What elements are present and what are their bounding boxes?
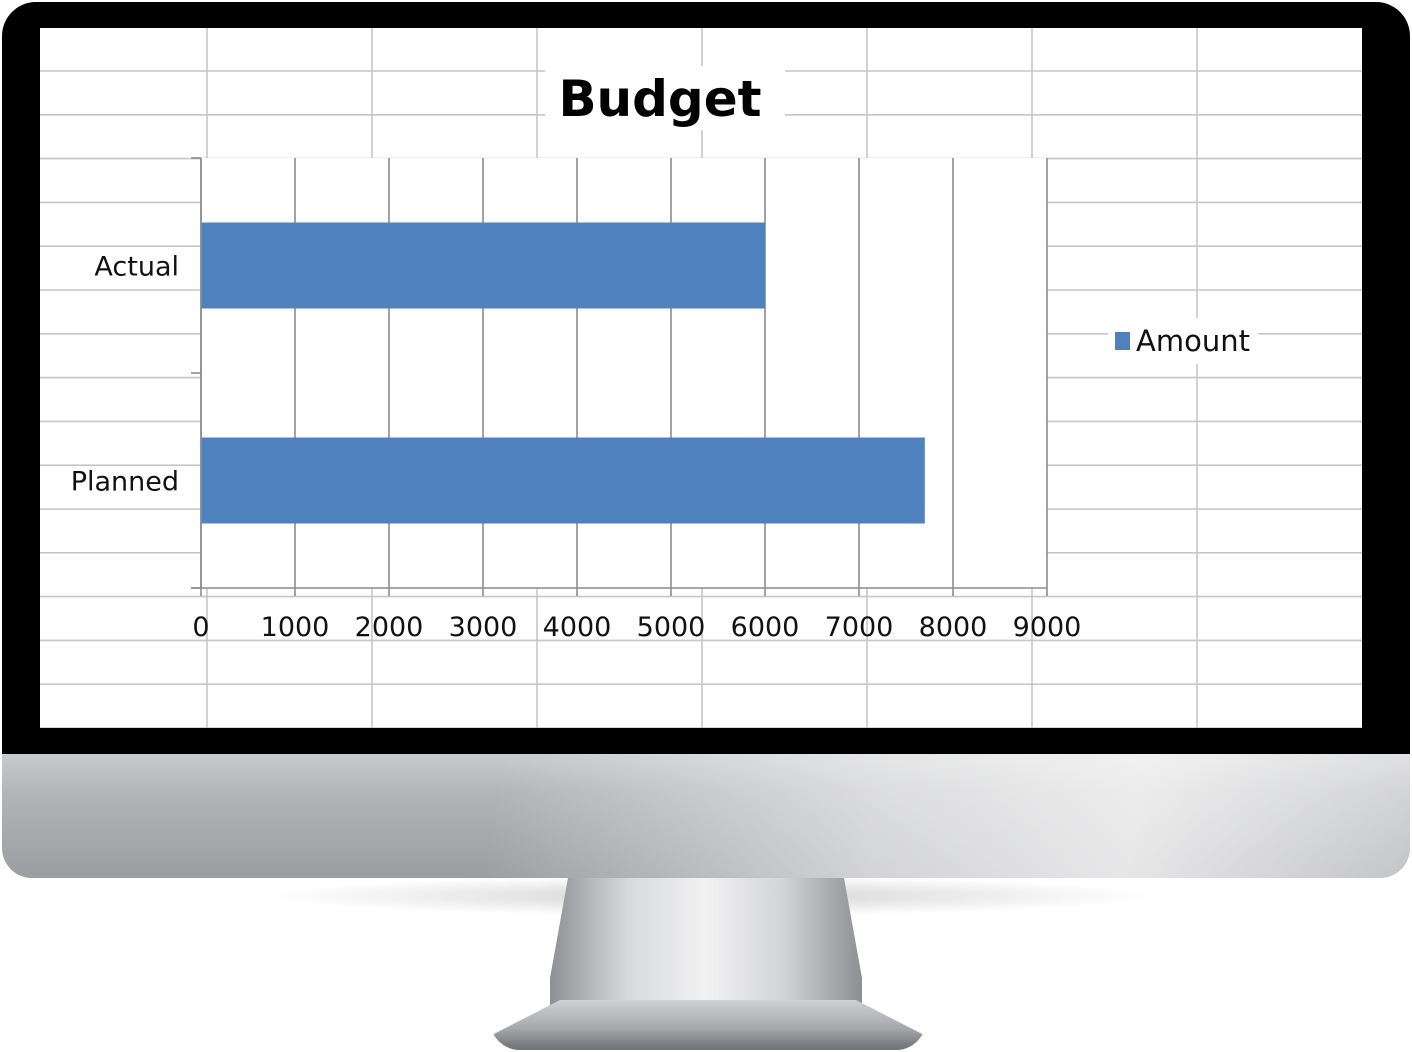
tick-label: 4000 [543, 612, 612, 643]
budget-chart: Actual Planned 0 1000 2000 3000 4000 500… [40, 28, 1362, 728]
legend-background [1108, 318, 1258, 364]
category-label-actual: Actual [94, 252, 179, 283]
category-label-planned: Planned [71, 467, 179, 498]
tick-label: 6000 [731, 612, 800, 643]
tick-label: 8000 [919, 612, 988, 643]
tick-label: 5000 [637, 612, 706, 643]
tick-label: 7000 [825, 612, 894, 643]
chart-title-background [545, 66, 785, 130]
chart-legend: Amount [1115, 324, 1250, 358]
tick-label: 1000 [261, 612, 330, 643]
chart-axes [191, 157, 1048, 596]
tick-label: 9000 [1013, 612, 1082, 643]
tick-label: 2000 [355, 612, 424, 643]
tick-label: 3000 [449, 612, 518, 643]
legend-swatch [1115, 332, 1130, 350]
category-axis: Actual Planned [71, 252, 179, 498]
bar-actual [201, 222, 765, 309]
monitor-chin [2, 754, 1410, 878]
legend-label-amount: Amount [1136, 324, 1250, 358]
value-axis: 0 1000 2000 3000 4000 5000 6000 7000 800… [192, 612, 1081, 643]
bar-planned [201, 437, 925, 524]
tick-label: 0 [192, 612, 209, 643]
monitor-stand-base [490, 1000, 926, 1050]
bar-series [201, 222, 925, 524]
monitor-screen: Actual Planned 0 1000 2000 3000 4000 500… [40, 28, 1362, 728]
chart-title: Budget [558, 70, 761, 128]
